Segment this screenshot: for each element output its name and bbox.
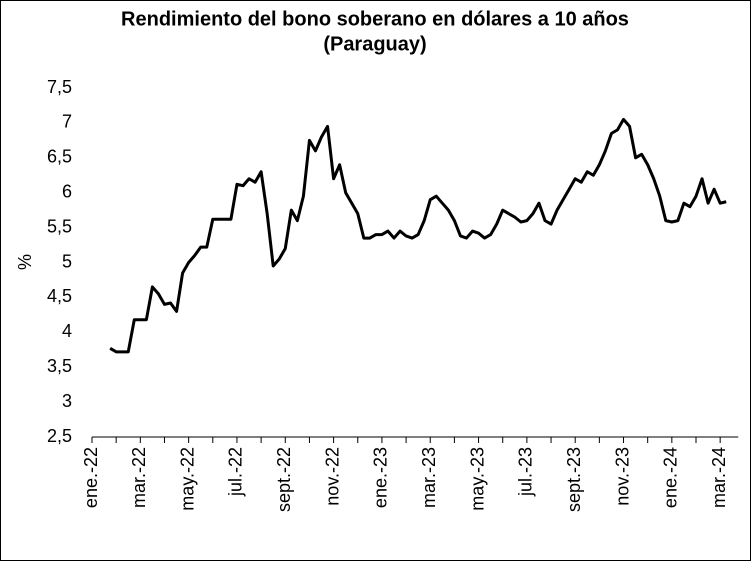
x-tick-label: may.-23	[467, 447, 487, 511]
chart-title: Rendimiento del bono soberano en dólares…	[121, 8, 629, 30]
x-tick-label: mar.-23	[419, 447, 439, 508]
y-tick-label: 3,5	[47, 356, 72, 376]
y-tick-label: 2,5	[47, 426, 72, 446]
y-tick-label: 7	[62, 112, 72, 132]
x-tick-label: mar.-22	[129, 447, 149, 508]
x-tick-label: ene.-22	[81, 447, 101, 508]
y-tick-label: 5	[62, 251, 72, 271]
x-tick-label: sept.-22	[274, 447, 294, 512]
x-tick-label: nov.-23	[612, 447, 632, 506]
x-tick-label: ene.-23	[371, 447, 391, 508]
y-tick-label: 5,5	[47, 216, 72, 236]
x-tick-label: sept.-23	[564, 447, 584, 512]
x-tick-label: mar.-24	[709, 447, 729, 508]
y-tick-label: 4	[62, 321, 72, 341]
x-tick-label: may.-22	[177, 447, 197, 511]
y-tick-label: 3	[62, 391, 72, 411]
data-line	[109, 117, 727, 354]
chart-title: (Paraguay)	[323, 33, 426, 55]
y-tick-label: 6	[62, 181, 72, 201]
x-tick-label: jul.-23	[516, 447, 536, 497]
x-tick-label: jul.-22	[226, 447, 246, 497]
y-tick-label: 6,5	[47, 147, 72, 167]
y-tick-label: 7,5	[47, 77, 72, 97]
y-axis-label: %	[15, 254, 35, 270]
x-tick-label: ene.-24	[661, 447, 681, 508]
x-tick-label: nov.-22	[322, 447, 342, 506]
y-tick-label: 4,5	[47, 286, 72, 306]
